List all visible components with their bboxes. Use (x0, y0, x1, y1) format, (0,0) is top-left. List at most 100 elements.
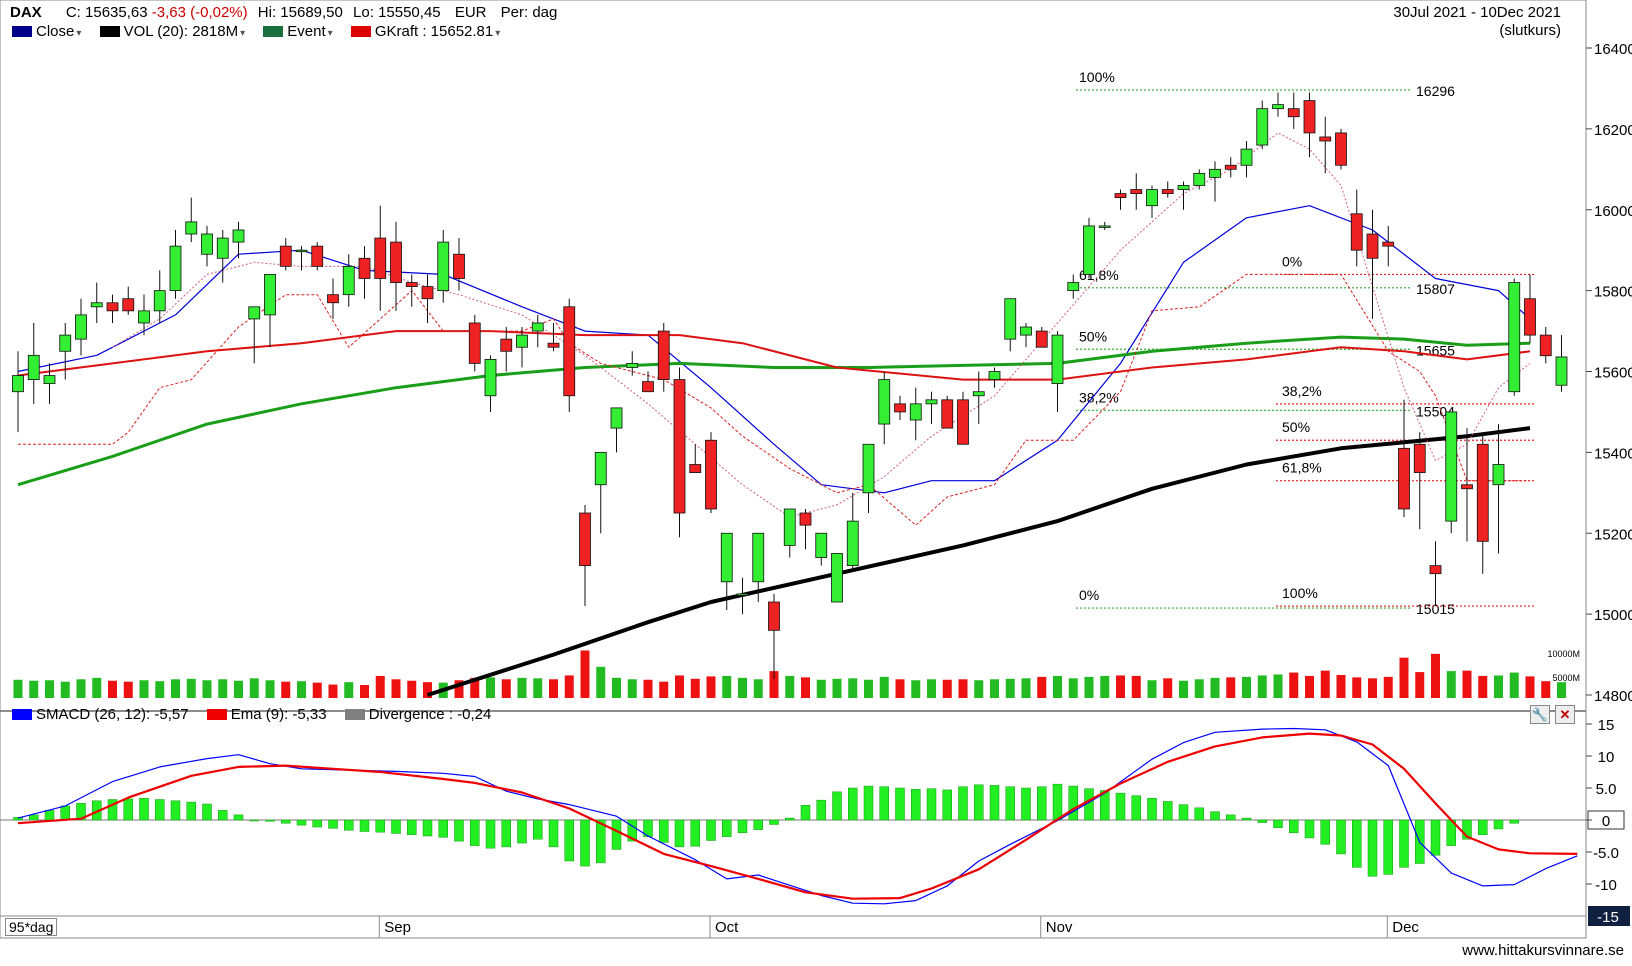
candle-body (1256, 108, 1269, 146)
volume-bar (265, 680, 275, 698)
volume-bar (690, 678, 700, 698)
price-tick-label: 16000 (1594, 203, 1632, 220)
volume-bar (549, 679, 558, 698)
candle-body (59, 334, 72, 352)
candle-body (705, 439, 717, 510)
chevron-down-icon[interactable]: ▾ (76, 28, 82, 39)
series-line-gkraft (17, 330, 1531, 381)
divergence-bar (674, 819, 685, 848)
macd-tick-label: 10 (1598, 749, 1615, 766)
fibonacci-short-pct-label: 61,8% (1282, 460, 1322, 476)
candle-body (153, 290, 166, 312)
divergence-bar (391, 819, 401, 834)
volume-bar (864, 679, 873, 698)
candle-body (1287, 108, 1300, 118)
divergence-bar (659, 819, 669, 843)
legend-gkraft[interactable]: GKraft : 15652.81 ▾ (350, 23, 510, 40)
divergence-bar (1320, 819, 1330, 845)
smacd-swatch (12, 709, 32, 720)
candle-body (1114, 193, 1127, 199)
chevron-down-icon[interactable]: ▾ (240, 28, 246, 39)
fibonacci-short-pct-label: 38,2% (1282, 383, 1322, 399)
quote-header: DAX C: 15635,63 -3,63 (-0,02%) Hi: 15689… (10, 4, 557, 21)
volume-bar (375, 675, 385, 698)
candle-body (516, 334, 528, 348)
candle-body (1524, 298, 1536, 336)
candle-body (1051, 334, 1064, 385)
legend-event-label: Event (287, 23, 326, 40)
divergence-bar (1210, 811, 1220, 821)
candle-body (1272, 104, 1284, 110)
volume-bar (517, 677, 527, 698)
chevron-down-icon[interactable]: ▾ (495, 28, 501, 39)
divergence-bar (13, 817, 23, 821)
volume-bar (501, 679, 511, 698)
candle-body (169, 245, 182, 292)
fibonacci-pct-label: 50% (1079, 328, 1107, 344)
candle-body (768, 601, 780, 631)
macd-line-ema (17, 732, 1578, 900)
fibonacci-price-label: 15015 (1416, 601, 1455, 617)
volume-bar (533, 678, 543, 698)
close-icon[interactable]: ✕ (1555, 705, 1575, 724)
candle-body (437, 241, 450, 292)
divergence-bar (848, 787, 858, 821)
candle-body (342, 265, 355, 296)
macd-tick-label: 15 (1598, 717, 1615, 734)
legend-close-label: Close (36, 23, 75, 40)
candle-body (1130, 189, 1143, 194)
volume-bar (344, 682, 354, 698)
macd-line-smacd (17, 727, 1578, 905)
volume-bar (139, 680, 149, 698)
volume-bar (1053, 675, 1062, 698)
divergence-bar (989, 785, 1000, 821)
gkraft-swatch (350, 26, 371, 37)
candle-body (783, 508, 796, 546)
divergence-bar (470, 819, 480, 846)
chevron-down-icon[interactable]: ▾ (327, 28, 333, 39)
divergence-bar (548, 819, 559, 848)
divergence-bar (974, 784, 984, 821)
close-swatch (12, 26, 32, 37)
legend-ema[interactable]: Ema (9): -5,33 (206, 706, 327, 723)
volume-bar (848, 678, 858, 698)
legend-event[interactable]: Event ▾ (263, 23, 342, 40)
volume-bar (155, 681, 165, 698)
volume-bar (1194, 679, 1204, 698)
volume-bars (13, 650, 1566, 698)
volume-bar (1305, 675, 1314, 698)
divergence-bar (1399, 819, 1409, 868)
wrench-icon[interactable]: 🔧 (1530, 705, 1550, 724)
divergence-bar (1493, 819, 1504, 830)
divergence-bar (1241, 817, 1252, 821)
candle-body (972, 391, 985, 397)
legend-close[interactable]: Close ▾ (12, 23, 91, 40)
candle-body (1177, 185, 1190, 190)
candle-body (421, 286, 434, 300)
volume-bar (454, 680, 464, 698)
divergence-bar (296, 819, 307, 826)
divergence-bar (1430, 819, 1441, 856)
candle-body (43, 375, 56, 385)
divergence-bar (879, 786, 889, 821)
volume-bar (297, 681, 306, 698)
price-tick-label: 16400 (1594, 41, 1632, 58)
candle-body (1335, 132, 1347, 166)
fibonacci-short-pct-label: 100% (1282, 585, 1318, 601)
volume-bar (1368, 678, 1377, 698)
legend-volume[interactable]: VOL (20): 2818M ▾ (99, 23, 256, 40)
volume-bar (911, 680, 921, 698)
volume-bar (1116, 675, 1125, 698)
divergence-bar (485, 819, 496, 849)
legend-smacd[interactable]: SMACD (26, 12): -5,57 (12, 706, 189, 723)
candle-body (673, 379, 686, 514)
divergence-bar (1336, 819, 1346, 855)
candle-body (358, 257, 371, 279)
volume-bar (769, 671, 779, 698)
volume-bar (564, 675, 574, 698)
legend-divergence-label: Divergence : -0,24 (368, 706, 492, 723)
candle-body (1492, 464, 1505, 486)
volume-bar (29, 680, 39, 698)
legend-divergence[interactable]: Divergence : -0,24 (344, 706, 492, 723)
